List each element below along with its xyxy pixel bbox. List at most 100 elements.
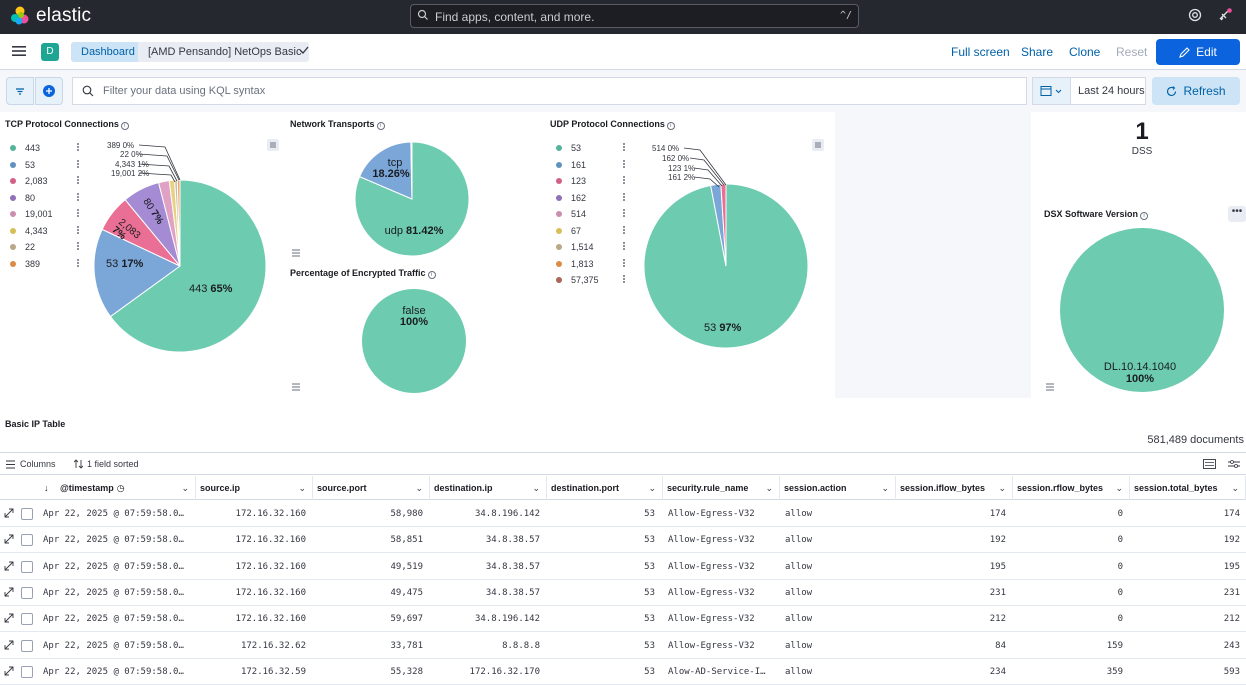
- column-header[interactable]: session.action ⌄: [780, 476, 896, 500]
- udp-legend-item[interactable]: 123: [556, 173, 626, 190]
- udp-legend-item[interactable]: 161: [556, 157, 626, 174]
- tcp-legend-item[interactable]: 4,343: [10, 223, 80, 240]
- tcp-legend-item[interactable]: 389: [10, 256, 80, 273]
- list-icon[interactable]: [1045, 382, 1055, 392]
- column-header[interactable]: destination.ip ⌄: [430, 476, 547, 500]
- table-row[interactable]: Apr 22, 2025 @ 07:59:58.0… 172.16.32.59 55…: [0, 659, 1246, 685]
- column-header[interactable]: session.total_bytes ⌄: [1130, 476, 1246, 500]
- column-header[interactable]: security.rule_name ⌄: [663, 476, 780, 500]
- panel-options-button[interactable]: •••: [1228, 206, 1246, 222]
- column-header[interactable]: source.port ⌄: [313, 476, 430, 500]
- row-checkbox[interactable]: [21, 613, 33, 626]
- kebab-icon[interactable]: [623, 192, 626, 202]
- kebab-icon[interactable]: [77, 143, 80, 152]
- full-screen-link[interactable]: Full screen: [951, 45, 1010, 59]
- help-icon[interactable]: [1188, 8, 1202, 22]
- column-header[interactable]: ↓ @timestamp ◷ ⌄: [40, 476, 196, 500]
- list-icon[interactable]: [267, 139, 279, 151]
- chevron-down-icon[interactable]: ⌄: [181, 483, 189, 493]
- kebab-icon[interactable]: [623, 275, 626, 284]
- chevron-down-icon[interactable]: ⌄: [1231, 483, 1239, 493]
- column-header[interactable]: session.rflow_bytes ⌄: [1013, 476, 1130, 500]
- row-checkbox[interactable]: [21, 639, 33, 652]
- reset-link[interactable]: Reset: [1116, 45, 1148, 59]
- expand-icon[interactable]: [4, 666, 14, 676]
- kebab-icon[interactable]: [623, 159, 626, 169]
- chevron-down-icon[interactable]: ⌄: [532, 483, 540, 493]
- global-search[interactable]: Find apps, content, and more. ^/: [410, 4, 859, 28]
- breadcrumb-dashboard[interactable]: Dashboard: [71, 42, 145, 62]
- udp-legend-item[interactable]: 57,375: [556, 272, 626, 289]
- tcp-legend-item[interactable]: 443: [10, 140, 80, 157]
- table-row[interactable]: Apr 22, 2025 @ 07:59:58.0… 172.16.32.160 4…: [0, 580, 1246, 606]
- kebab-icon[interactable]: [623, 176, 626, 185]
- kebab-icon[interactable]: [623, 258, 626, 268]
- column-header[interactable]: source.ip ⌄: [196, 476, 313, 500]
- menu-icon[interactable]: [12, 45, 26, 57]
- chevron-down-icon[interactable]: ⌄: [1115, 483, 1123, 493]
- tcp-legend-item[interactable]: 53: [10, 157, 80, 174]
- row-checkbox[interactable]: [21, 534, 33, 547]
- filter-menu-button[interactable]: [6, 77, 34, 105]
- kebab-icon[interactable]: [623, 242, 626, 251]
- table-row[interactable]: Apr 22, 2025 @ 07:59:58.0… 172.16.32.160 4…: [0, 554, 1246, 580]
- kebab-icon[interactable]: [77, 159, 80, 169]
- table-row[interactable]: Apr 22, 2025 @ 07:59:58.0… 172.16.32.160 5…: [0, 501, 1246, 527]
- expand-icon[interactable]: [4, 508, 14, 518]
- tcp-legend-item[interactable]: 19,001: [10, 206, 80, 223]
- check-icon[interactable]: [298, 44, 310, 56]
- density-icon[interactable]: [1203, 459, 1216, 469]
- udp-legend-item[interactable]: 162: [556, 190, 626, 207]
- table-row[interactable]: Apr 22, 2025 @ 07:59:58.0… 172.16.32.62 33…: [0, 633, 1246, 659]
- news-feed-icon[interactable]: [1218, 8, 1232, 22]
- share-link[interactable]: Share: [1021, 45, 1054, 59]
- kql-input[interactable]: Filter your data using KQL syntax: [72, 77, 1027, 105]
- columns-button[interactable]: Columns: [20, 459, 56, 469]
- date-picker[interactable]: Last 24 hours: [1032, 77, 1146, 105]
- kebab-icon[interactable]: [623, 225, 626, 235]
- table-row[interactable]: Apr 22, 2025 @ 07:59:58.0… 172.16.32.160 5…: [0, 527, 1246, 554]
- kebab-icon[interactable]: [77, 258, 80, 268]
- refresh-button[interactable]: Refresh: [1152, 77, 1240, 105]
- kebab-icon[interactable]: [77, 225, 80, 235]
- elastic-logo[interactable]: elastic: [10, 5, 91, 27]
- tcp-legend-item[interactable]: 22: [10, 239, 80, 256]
- edit-button[interactable]: Edit: [1156, 39, 1240, 65]
- settings-icon[interactable]: [1228, 459, 1240, 469]
- expand-icon[interactable]: [4, 613, 14, 623]
- tcp-legend-item[interactable]: 2,083: [10, 173, 80, 190]
- sort-button[interactable]: 1 field sorted: [87, 459, 139, 469]
- udp-legend-item[interactable]: 1,813: [556, 256, 626, 273]
- chevron-down-icon[interactable]: ⌄: [298, 483, 306, 493]
- udp-legend-item[interactable]: 67: [556, 223, 626, 240]
- udp-legend-item[interactable]: 53: [556, 140, 626, 157]
- row-checkbox[interactable]: [21, 560, 33, 573]
- kebab-icon[interactable]: [623, 143, 626, 152]
- expand-icon[interactable]: [4, 534, 14, 544]
- space-avatar[interactable]: D: [41, 43, 59, 61]
- row-checkbox[interactable]: [21, 665, 33, 678]
- row-checkbox[interactable]: [21, 508, 33, 520]
- chevron-down-icon[interactable]: ⌄: [881, 483, 889, 493]
- list-icon[interactable]: [291, 248, 301, 258]
- kebab-icon[interactable]: [623, 209, 626, 218]
- expand-icon[interactable]: [4, 640, 14, 650]
- chevron-down-icon[interactable]: ⌄: [998, 483, 1006, 493]
- column-header[interactable]: destination.port ⌄: [547, 476, 663, 500]
- chevron-down-icon[interactable]: ⌄: [765, 483, 773, 493]
- chevron-down-icon[interactable]: ⌄: [648, 483, 656, 493]
- clone-link[interactable]: Clone: [1069, 45, 1101, 59]
- list-icon[interactable]: [812, 139, 824, 151]
- date-quick-menu[interactable]: [1033, 78, 1071, 104]
- kebab-icon[interactable]: [77, 242, 80, 251]
- column-header[interactable]: session.iflow_bytes ⌄: [896, 476, 1013, 500]
- row-checkbox[interactable]: [21, 586, 33, 599]
- expand-icon[interactable]: [4, 561, 14, 571]
- list-icon[interactable]: [291, 382, 301, 392]
- tcp-legend-item[interactable]: 80: [10, 190, 80, 207]
- kebab-icon[interactable]: [77, 192, 80, 202]
- kebab-icon[interactable]: [77, 209, 80, 218]
- kebab-icon[interactable]: [77, 176, 80, 185]
- expand-icon[interactable]: [4, 587, 14, 597]
- add-filter-button[interactable]: [35, 77, 63, 105]
